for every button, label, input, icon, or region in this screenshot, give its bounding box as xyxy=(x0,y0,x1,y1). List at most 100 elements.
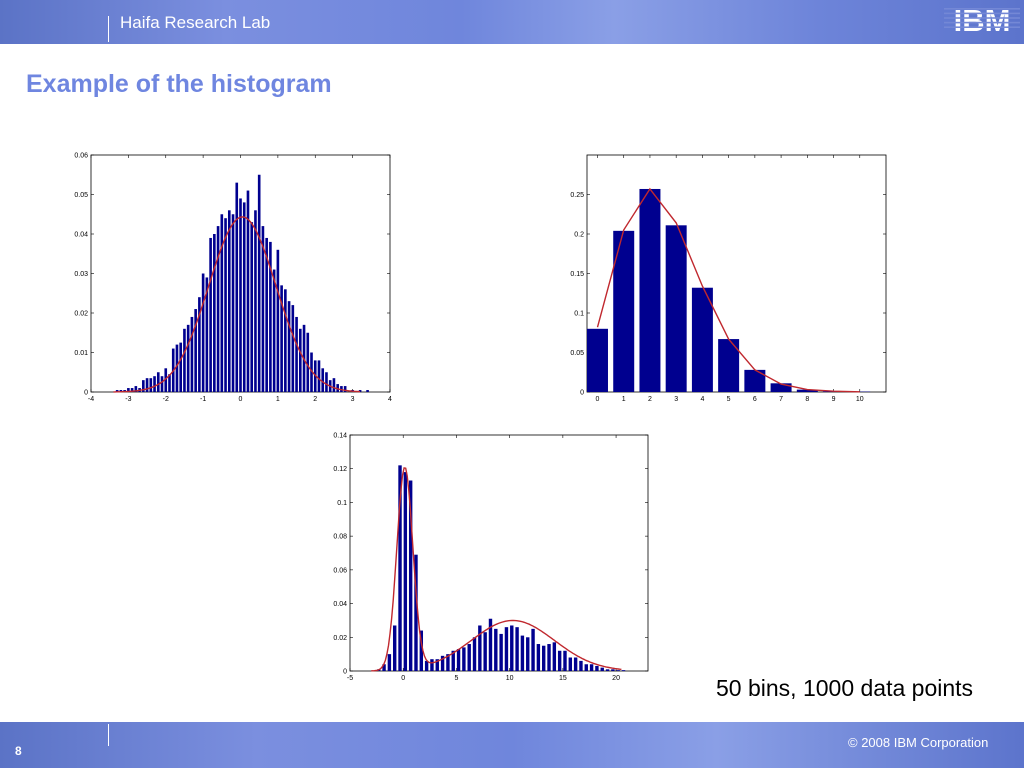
histogram-bar xyxy=(257,174,261,392)
histogram-bar xyxy=(467,644,471,671)
histogram-bar xyxy=(246,190,250,392)
x-tick-label: -4 xyxy=(88,396,94,403)
page-number: 8 xyxy=(15,744,22,758)
histogram-bar xyxy=(462,647,466,671)
x-tick-label: 3 xyxy=(351,396,355,403)
x-tick-label: 4 xyxy=(388,396,392,403)
histogram-bar xyxy=(616,670,620,671)
histogram-bar xyxy=(153,376,156,392)
histogram-bar xyxy=(568,657,573,671)
histogram-bar xyxy=(499,633,503,671)
header-bar: Haifa Research Lab IBM xyxy=(0,0,1024,44)
histogram-bar xyxy=(541,645,546,671)
histogram-bar xyxy=(130,388,134,392)
histogram-bar xyxy=(295,316,298,392)
histogram-bar xyxy=(494,628,498,671)
histogram-bar xyxy=(424,660,429,671)
histogram-bar xyxy=(272,269,276,392)
histogram-bar xyxy=(175,344,179,392)
histogram-bar xyxy=(213,234,216,392)
x-tick-label: 5 xyxy=(454,675,458,682)
copyright-notice: © 2008 IBM Corporation xyxy=(848,735,989,750)
footer-divider xyxy=(108,724,109,746)
histogram-bar xyxy=(168,374,171,392)
poisson-histogram-chart: 0 1 2 3 4 5 6 7 8 9 10 0 0.05 0.1 0.15 0.2 0.25 xyxy=(570,154,887,403)
y-tick-label: 0.04 xyxy=(333,601,347,608)
x-tick-label: 20 xyxy=(612,675,620,682)
ibm-logo: IBM xyxy=(944,3,1020,38)
normal-histogram-chart: -4 -3 -2 -1 0 1 2 3 4 0 0.01 0.02 0.03 0.04 0.05 0.06 xyxy=(74,153,392,404)
y-tick-label: 0.04 xyxy=(74,232,88,239)
histogram-bar xyxy=(321,368,325,392)
histogram-bar xyxy=(269,241,272,392)
histogram-bar xyxy=(515,627,519,671)
y-tick-label: 0.25 xyxy=(570,192,584,199)
histogram-bar xyxy=(134,386,138,392)
y-tick-label: 0.03 xyxy=(74,271,88,278)
histogram-bar xyxy=(198,297,201,392)
histogram-bar xyxy=(770,383,792,392)
histogram-bar xyxy=(639,188,661,392)
y-tick-label: 0.2 xyxy=(574,232,584,239)
histogram-bar xyxy=(665,225,687,392)
x-tick-label: 10 xyxy=(856,396,864,403)
histogram-bar xyxy=(149,378,153,392)
fitted-curve xyxy=(371,467,622,672)
histogram-bar xyxy=(579,660,583,671)
histogram-bar xyxy=(584,664,588,671)
histogram-bar xyxy=(563,650,567,671)
fitted-curve xyxy=(596,187,860,393)
histogram-bar xyxy=(254,210,257,392)
x-tick-label: 1 xyxy=(276,396,280,403)
histogram-bar xyxy=(366,390,369,392)
histogram-bar xyxy=(796,389,818,392)
histogram-bar xyxy=(605,669,610,671)
histogram-bar xyxy=(451,650,455,671)
histogram-bar xyxy=(127,388,130,392)
histogram-bar xyxy=(239,198,242,392)
histogram-bar xyxy=(526,637,530,671)
x-tick-label: 9 xyxy=(832,396,836,403)
histogram-bar xyxy=(414,554,418,671)
y-tick-label: 0.08 xyxy=(333,534,347,541)
histogram-bar xyxy=(621,670,626,671)
x-tick-label: 0 xyxy=(239,396,243,403)
header-divider xyxy=(108,16,109,42)
histogram-bar xyxy=(430,659,434,671)
footer-bar: 8 © 2008 IBM Corporation xyxy=(0,722,1024,768)
x-tick-label: 7 xyxy=(779,396,783,403)
histogram-bar xyxy=(261,226,265,392)
histogram-bar xyxy=(242,202,246,392)
y-tick-label: 0.1 xyxy=(337,500,347,507)
histogram-bar xyxy=(488,618,493,671)
y-tick-label: 0.01 xyxy=(74,350,88,357)
histogram-bar xyxy=(291,305,295,392)
histogram-bar xyxy=(552,642,557,671)
y-tick-label: 0.05 xyxy=(74,192,88,199)
histogram-bar xyxy=(142,380,145,392)
y-tick-label: 0.06 xyxy=(74,153,88,160)
histogram-bar xyxy=(186,324,190,392)
histogram-bar xyxy=(284,289,287,392)
histogram-bar xyxy=(224,218,227,392)
x-tick-label: -2 xyxy=(163,396,169,403)
histogram-bar xyxy=(190,316,194,392)
histogram-bar xyxy=(718,339,740,392)
x-tick-label: 10 xyxy=(506,675,514,682)
y-tick-label: 0.02 xyxy=(74,311,88,318)
y-tick-label: 0.06 xyxy=(333,567,347,574)
histogram-bar xyxy=(310,352,313,392)
x-tick-label: 8 xyxy=(805,396,809,403)
histogram-bar xyxy=(160,376,164,392)
histogram-bar xyxy=(573,657,578,671)
histogram-bar xyxy=(382,664,386,671)
x-tick-label: 15 xyxy=(559,675,567,682)
histogram-bar xyxy=(387,654,392,671)
histogram-bar xyxy=(227,210,231,392)
histogram-bar xyxy=(510,625,514,671)
y-tick-label: 0.15 xyxy=(570,271,584,278)
histogram-bar xyxy=(691,287,713,392)
histogram-bar xyxy=(164,368,168,392)
x-tick-label: 3 xyxy=(674,396,678,403)
